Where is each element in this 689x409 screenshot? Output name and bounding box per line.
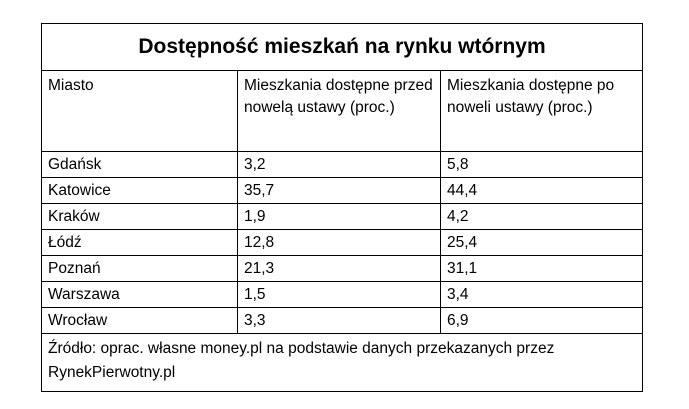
availability-table: Dostępność mieszkań na rynku wtórnym Mia… xyxy=(41,23,643,392)
before-value-cell: 3,3 xyxy=(237,307,441,334)
column-header-after: Mieszkania dostępne po noweli ustawy (pr… xyxy=(440,70,643,152)
column-header-before: Mieszkania dostępne przed nowelą ustawy … xyxy=(237,70,441,152)
city-cell: Wrocław xyxy=(41,307,238,334)
source-note: Źródło: oprac. własne money.pl na podsta… xyxy=(41,333,643,392)
column-header-city: Miasto xyxy=(41,70,238,152)
table-row: Poznań 21,3 31,1 xyxy=(41,255,643,282)
city-cell: Katowice xyxy=(41,177,238,204)
table-row: Kraków 1,9 4,2 xyxy=(41,203,643,230)
before-value-cell: 12,8 xyxy=(237,229,441,256)
before-value-cell: 1,9 xyxy=(237,203,441,230)
title-row: Dostępność mieszkań na rynku wtórnym xyxy=(41,23,643,71)
availability-table-container: Dostępność mieszkań na rynku wtórnym Mia… xyxy=(41,23,643,392)
city-cell: Kraków xyxy=(41,203,238,230)
city-cell: Gdańsk xyxy=(41,151,238,178)
table-row: Katowice 35,7 44,4 xyxy=(41,177,643,204)
before-value-cell: 21,3 xyxy=(237,255,441,282)
after-value-cell: 5,8 xyxy=(440,151,643,178)
city-cell: Warszawa xyxy=(41,281,238,308)
after-value-cell: 25,4 xyxy=(440,229,643,256)
after-value-cell: 31,1 xyxy=(440,255,643,282)
after-value-cell: 44,4 xyxy=(440,177,643,204)
after-value-cell: 3,4 xyxy=(440,281,643,308)
header-row: Miasto Mieszkania dostępne przed nowelą … xyxy=(41,70,643,152)
table-row: Łódź 12,8 25,4 xyxy=(41,229,643,256)
source-row: Źródło: oprac. własne money.pl na podsta… xyxy=(41,333,643,392)
before-value-cell: 1,5 xyxy=(237,281,441,308)
city-cell: Poznań xyxy=(41,255,238,282)
table-row: Gdańsk 3,2 5,8 xyxy=(41,151,643,178)
table-title: Dostępność mieszkań na rynku wtórnym xyxy=(41,23,643,71)
after-value-cell: 4,2 xyxy=(440,203,643,230)
after-value-cell: 6,9 xyxy=(440,307,643,334)
city-cell: Łódź xyxy=(41,229,238,256)
before-value-cell: 3,2 xyxy=(237,151,441,178)
table-row: Warszawa 1,5 3,4 xyxy=(41,281,643,308)
before-value-cell: 35,7 xyxy=(237,177,441,204)
table-row: Wrocław 3,3 6,9 xyxy=(41,307,643,334)
